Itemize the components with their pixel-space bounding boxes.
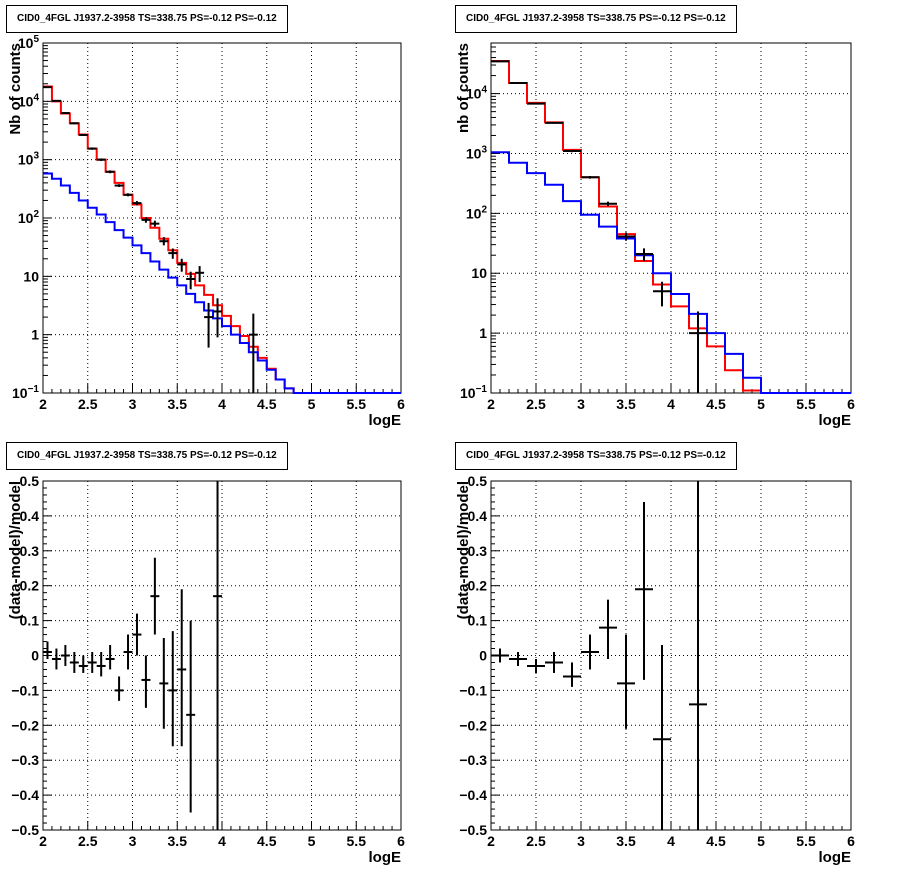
- y-tick-label: 10−1: [12, 384, 39, 401]
- x-axis-title: logE: [819, 412, 852, 429]
- y-tick-label: −0.2: [459, 717, 487, 733]
- chart-panel-counts-full: 2 2.5 3 3.5 4 4.5 5 5.5 6 10−1 1 10 102 103 104 105 logE…: [7, 34, 405, 429]
- x-tick-label: 6: [397, 833, 405, 849]
- y-tick-label: 0: [479, 648, 487, 664]
- x-tick-label: 3: [577, 396, 585, 412]
- x-tick-label: 4.5: [706, 396, 726, 412]
- y-tick-label: 1: [479, 325, 487, 341]
- y-tick-label: 0.2: [20, 578, 40, 594]
- y-tick-label: 0.1: [468, 613, 488, 629]
- y-tick-label: −0.4: [459, 787, 487, 803]
- x-tick-label: 5.5: [347, 396, 367, 412]
- x-tick-label: 6: [397, 396, 405, 412]
- x-tick-label: 2: [39, 396, 47, 412]
- chart-title-bottom-left: CID0_4FGL J1937.2-3958 TS=338.75 PS=-0.1…: [6, 442, 288, 470]
- x-tick-label: 4: [667, 396, 675, 412]
- x-tick-label: 6: [847, 833, 855, 849]
- x-tick-label: 4: [218, 396, 226, 412]
- x-tick-label: 3: [129, 396, 137, 412]
- model-step-line-1: [43, 172, 401, 394]
- x-tick-label: 5: [308, 396, 316, 412]
- x-tick-label: 4.5: [257, 833, 277, 849]
- x-tick-label: 2: [39, 833, 47, 849]
- x-tick-label: 4: [218, 833, 226, 849]
- x-tick-label: 3.5: [616, 833, 636, 849]
- x-tick-label: 6: [847, 396, 855, 412]
- y-tick-label: 0.3: [468, 543, 488, 559]
- y-tick-label: 0.3: [20, 543, 40, 559]
- x-tick-label: 2.5: [526, 396, 546, 412]
- x-tick-label: 2: [487, 833, 495, 849]
- x-tick-label: 2.5: [78, 396, 98, 412]
- y-tick-label: 103: [18, 151, 40, 168]
- x-tick-label: 3.5: [168, 396, 188, 412]
- y-axis-title: nb of counts: [455, 43, 472, 133]
- y-tick-label: 0: [31, 648, 39, 664]
- y-tick-label: −0.5: [459, 822, 487, 838]
- y-tick-label: 0.4: [468, 508, 488, 524]
- x-tick-label: 3: [577, 833, 585, 849]
- x-tick-label: 3.5: [168, 833, 188, 849]
- chart-title-bottom-right: CID0_4FGL J1937.2-3958 TS=338.75 PS=-0.1…: [455, 442, 737, 470]
- y-tick-label: 1: [31, 327, 39, 343]
- y-tick-label: 102: [466, 204, 488, 221]
- x-tick-label: 2: [487, 396, 495, 412]
- x-tick-label: 5: [308, 833, 316, 849]
- x-tick-label: 5: [757, 833, 765, 849]
- x-tick-label: 5.5: [796, 833, 816, 849]
- x-axis-title: logE: [369, 849, 402, 866]
- x-tick-label: 4.5: [706, 833, 726, 849]
- y-axis-title: (data-model)/model: [7, 481, 24, 619]
- x-tick-label: 2.5: [526, 833, 546, 849]
- y-tick-label: −0.3: [459, 752, 487, 768]
- x-tick-label: 5: [757, 396, 765, 412]
- x-tick-label: 4: [667, 833, 675, 849]
- y-tick-label: 10−1: [460, 384, 487, 401]
- y-tick-label: 0.4: [20, 508, 40, 524]
- x-tick-label: 2.5: [78, 833, 98, 849]
- y-tick-label: −0.5: [11, 822, 39, 838]
- x-tick-label: 3.5: [616, 396, 636, 412]
- y-tick-label: 105: [18, 34, 40, 51]
- chart-title-top-right: CID0_4FGL J1937.2-3958 TS=338.75 PS=-0.1…: [455, 5, 737, 33]
- y-tick-label: −0.4: [11, 787, 39, 803]
- y-tick-label: 103: [466, 144, 488, 161]
- chart-panel-counts-coarse: 2 2.5 3 3.5 4 4.5 5 5.5 6 10−1 1 10 102 103 104 logE nb …: [455, 42, 855, 429]
- y-tick-label: −0.2: [11, 717, 39, 733]
- y-tick-label: 0.5: [468, 473, 488, 489]
- y-tick-label: −0.1: [459, 682, 487, 698]
- y-axis-title: (data-model)/model: [455, 481, 472, 619]
- y-tick-label: 10: [23, 268, 39, 284]
- y-tick-label: 104: [466, 85, 488, 102]
- chart-panel-residuals-coarse: 2 2.5 3 3.5 4 4.5 5 5.5 6 −0.5 −0.4 −0.3 −0.2 −0.1 0 0.…: [455, 473, 855, 866]
- y-tick-label: 0.1: [20, 613, 40, 629]
- x-tick-label: 5.5: [796, 396, 816, 412]
- y-tick-label: 10: [471, 265, 487, 281]
- y-tick-label: 0.2: [468, 578, 488, 594]
- x-axis-title: logE: [369, 412, 402, 429]
- y-tick-label: −0.3: [11, 752, 39, 768]
- y-tick-label: 104: [18, 92, 40, 109]
- y-axis-title: Nb of counts: [7, 43, 24, 135]
- chart-title-top-left: CID0_4FGL J1937.2-3958 TS=338.75 PS=-0.1…: [6, 5, 288, 33]
- y-tick-label: 0.5: [20, 473, 40, 489]
- y-tick-label: −0.1: [11, 682, 39, 698]
- x-axis-title: logE: [819, 849, 852, 866]
- y-tick-label: 102: [18, 209, 40, 226]
- model-step-line-1: [491, 151, 851, 394]
- x-tick-label: 3: [129, 833, 137, 849]
- x-tick-label: 4.5: [257, 396, 277, 412]
- chart-panel-residuals-full: 2 2.5 3 3.5 4 4.5 5 5.5 6 −0.5 −0.4 −0.3 −0.2 −0.1 0 0.…: [7, 473, 405, 866]
- x-tick-label: 5.5: [347, 833, 367, 849]
